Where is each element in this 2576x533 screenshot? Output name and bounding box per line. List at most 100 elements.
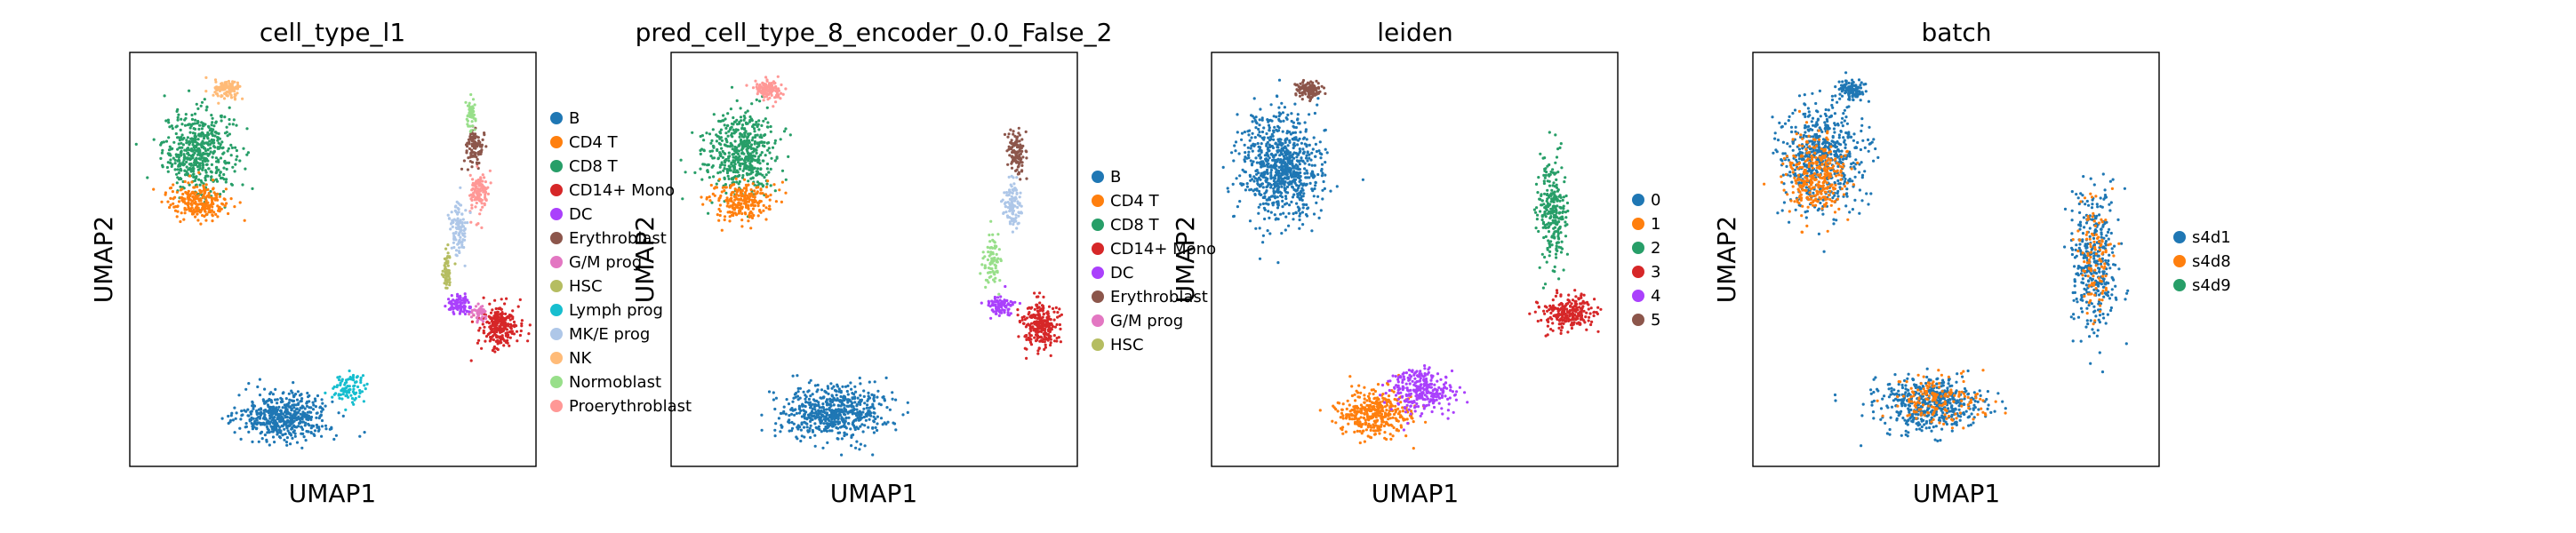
data-point	[500, 338, 503, 341]
data-point	[270, 405, 274, 410]
data-point	[1031, 325, 1035, 329]
data-point	[193, 122, 196, 125]
data-point	[813, 417, 817, 420]
data-point	[701, 163, 705, 166]
data-point	[223, 91, 227, 95]
data-point	[723, 123, 726, 127]
data-point	[745, 84, 748, 87]
data-point	[454, 302, 458, 306]
data-point	[984, 285, 988, 289]
data-point	[508, 344, 511, 347]
data-point	[782, 410, 786, 413]
data-point	[210, 175, 213, 179]
data-point	[1047, 325, 1052, 330]
data-point	[863, 444, 867, 448]
data-point	[996, 257, 1000, 260]
data-point	[450, 294, 453, 298]
data-point	[849, 381, 852, 385]
data-point	[1046, 313, 1050, 316]
data-point	[1008, 222, 1012, 226]
data-point	[1248, 219, 1252, 223]
data-point	[212, 93, 215, 97]
data-point	[446, 243, 450, 247]
data-point	[266, 403, 269, 407]
data-point	[825, 402, 829, 406]
data-point	[173, 168, 177, 171]
data-point	[988, 246, 992, 250]
data-point	[446, 259, 450, 263]
data-point	[500, 312, 505, 315]
data-point	[476, 164, 479, 168]
data-point	[730, 131, 734, 135]
data-point	[180, 141, 183, 145]
data-point	[1036, 306, 1039, 310]
data-point	[184, 156, 188, 160]
data-point	[519, 329, 523, 333]
data-point	[316, 429, 320, 433]
data-point	[1012, 130, 1015, 133]
data-point	[717, 119, 721, 123]
data-point	[756, 204, 760, 208]
data-point	[740, 152, 744, 155]
data-point	[460, 298, 463, 302]
legend-marker	[1092, 314, 1104, 327]
data-point	[474, 205, 477, 209]
data-point	[201, 132, 205, 136]
data-point	[859, 418, 862, 421]
data-point	[175, 215, 179, 219]
legend-marker	[550, 112, 563, 124]
data-point	[1020, 138, 1024, 141]
data-point	[1258, 257, 1262, 260]
data-point	[859, 394, 862, 397]
data-point	[802, 426, 806, 429]
data-point	[450, 246, 453, 250]
data-point	[749, 177, 753, 180]
data-point	[1016, 202, 1020, 205]
data-point	[830, 394, 834, 397]
data-point	[300, 404, 304, 408]
data-point	[980, 263, 984, 266]
data-point	[1292, 121, 1295, 124]
data-point	[781, 92, 785, 96]
data-point	[845, 389, 849, 394]
data-point	[177, 113, 180, 116]
data-point	[1010, 174, 1013, 178]
data-point	[813, 434, 817, 437]
data-point	[225, 83, 228, 86]
data-point	[520, 324, 524, 328]
data-point	[803, 420, 806, 424]
data-point	[192, 175, 196, 179]
data-point	[193, 179, 196, 182]
data-point	[738, 173, 741, 178]
data-point	[177, 200, 181, 203]
data-point	[1035, 333, 1038, 337]
legend-marker	[1092, 243, 1104, 255]
data-point	[1012, 149, 1015, 153]
data-point	[1312, 136, 1316, 139]
data-point	[803, 435, 806, 439]
data-point	[807, 415, 811, 419]
data-point	[238, 159, 242, 163]
cluster-points	[220, 378, 366, 449]
data-point	[701, 203, 705, 206]
data-point	[269, 399, 273, 402]
data-point	[213, 86, 217, 90]
data-point	[466, 145, 469, 148]
data-point	[709, 183, 713, 187]
data-point	[709, 155, 713, 158]
data-point	[472, 154, 476, 157]
data-point	[235, 158, 238, 162]
data-point	[470, 320, 475, 323]
data-point	[213, 131, 217, 134]
data-point	[1036, 314, 1041, 317]
data-point	[341, 393, 345, 396]
data-point	[300, 446, 304, 449]
data-point	[872, 415, 876, 418]
data-point	[872, 431, 876, 434]
data-point	[238, 201, 242, 204]
data-point	[769, 130, 772, 133]
data-point	[502, 323, 506, 327]
data-point	[444, 273, 448, 276]
data-point	[1009, 147, 1013, 150]
data-point	[808, 401, 812, 404]
